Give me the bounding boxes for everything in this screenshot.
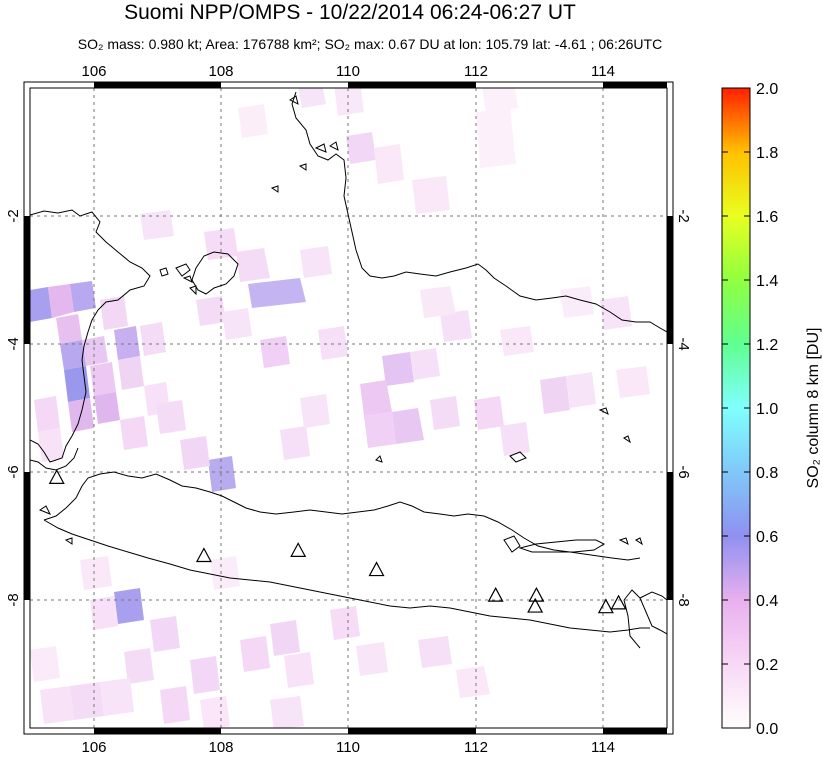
- lon-tick-bottom: 106: [81, 739, 106, 756]
- map-title: Suomi NPP/OMPS - 10/22/2014 06:24-06:27 …: [124, 1, 576, 24]
- lat-tick-left: -2: [5, 209, 22, 222]
- lon-tick-top: 108: [208, 63, 233, 80]
- colorbar-tick-label: 1.8: [756, 145, 778, 162]
- triangle-icon: [527, 597, 544, 613]
- colorbar-tick-label: 0.8: [756, 465, 778, 482]
- lat-tick-right: -8: [675, 593, 692, 606]
- lat-tick-right: -2: [675, 209, 692, 222]
- colorbar-tick-label: 0.2: [756, 657, 778, 674]
- lat-tick-left: -6: [5, 465, 22, 478]
- coastlines: [30, 91, 667, 649]
- graticule: [30, 88, 667, 728]
- triangle-icon: [368, 561, 385, 577]
- colorbar-tick-label: 1.0: [756, 401, 778, 418]
- lon-tick-bottom: 112: [464, 739, 488, 756]
- lon-tick-top: 110: [336, 63, 360, 80]
- colorbar: 0.0 0.2 0.4 0.6 0.8 1.0 1.2 1.4 1.6 1.8 2.0 SO₂ co…: [721, 81, 822, 738]
- map-subtitle: SO₂ mass: 0.980 kt; Area: 176788 km²; SO…: [77, 36, 663, 52]
- colorbar-tick-label: 1.6: [756, 209, 778, 226]
- colorbar-tick-label: 0.6: [756, 529, 778, 546]
- triangle-icon: [610, 594, 627, 610]
- lon-tick-top: 112: [464, 63, 488, 80]
- colorbar-tick-label: 0.4: [756, 593, 778, 610]
- lon-tick-bottom: 114: [591, 739, 615, 756]
- lon-tick-top: 106: [81, 63, 106, 80]
- lat-tick-right: -6: [675, 465, 692, 478]
- colorbar-ticks: 0.0 0.2 0.4 0.6 0.8 1.0 1.2 1.4 1.6 1.8 2.0: [722, 81, 778, 738]
- lon-tick-bottom: 110: [336, 739, 360, 756]
- colorbar-label: SO₂ column 8 km [DU]: [805, 328, 822, 489]
- lat-tick-right: -4: [675, 337, 692, 350]
- triangle-icon: [597, 598, 614, 614]
- volcano-layer: [48, 469, 627, 614]
- frame-scale-bars: [23, 81, 674, 735]
- lon-tick-top: 114: [591, 63, 615, 80]
- so2-pixel-layer: [30, 88, 650, 728]
- lat-tick-left: -8: [5, 593, 22, 606]
- lat-tick-left: -4: [5, 337, 22, 350]
- colorbar-tick-label: 0.0: [756, 721, 778, 738]
- colorbar-tick-label: 2.0: [756, 81, 778, 98]
- triangle-icon: [487, 586, 504, 602]
- triangle-icon: [195, 547, 212, 563]
- colorbar-tick-label: 1.4: [756, 273, 778, 290]
- lon-tick-bottom: 108: [208, 739, 233, 756]
- triangle-icon: [290, 542, 307, 557]
- colorbar-tick-label: 1.2: [756, 337, 778, 354]
- triangle-icon: [48, 469, 65, 484]
